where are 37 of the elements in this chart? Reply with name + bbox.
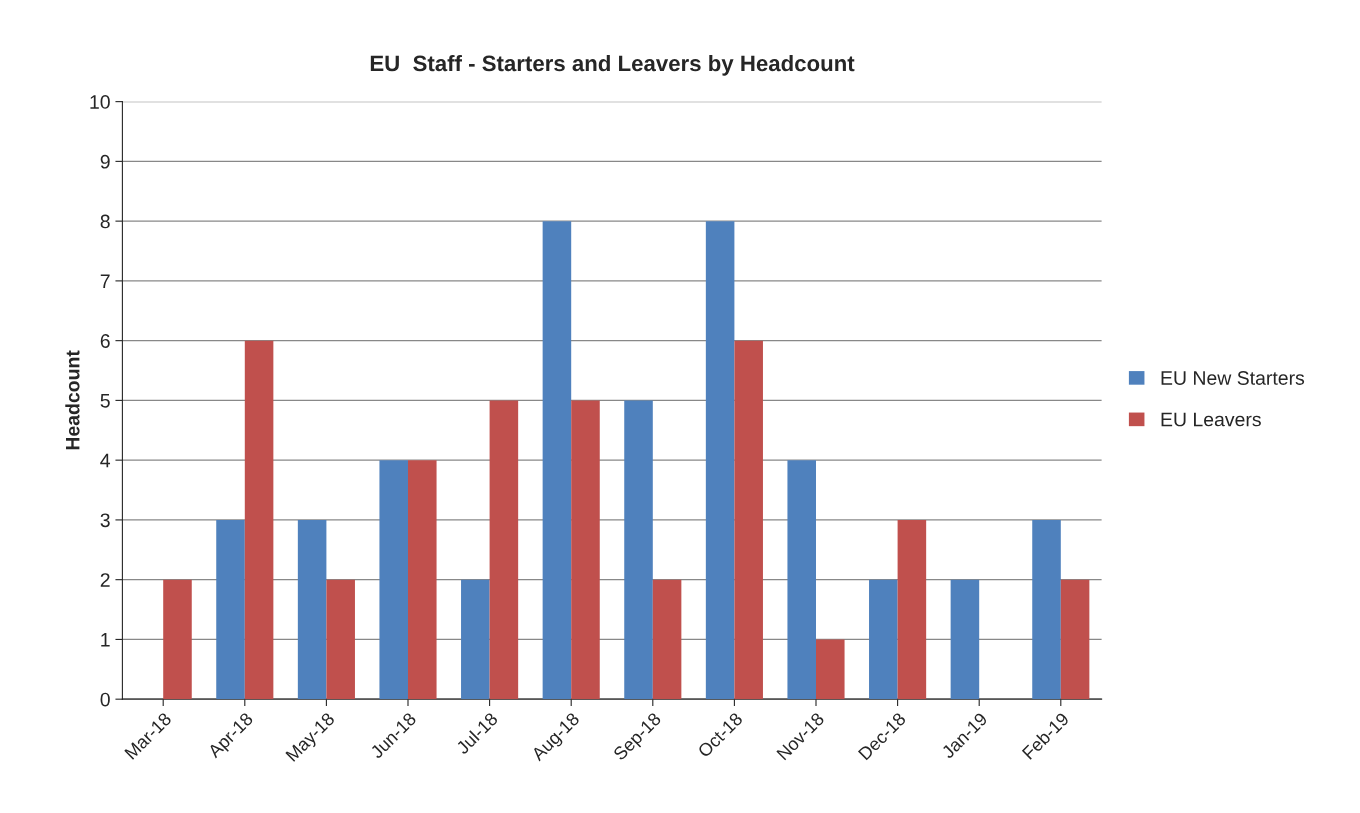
bar bbox=[950, 579, 980, 700]
bar bbox=[163, 579, 192, 700]
y-tick-label: 2 bbox=[100, 573, 110, 587]
bar bbox=[816, 639, 845, 700]
y-tick-label: 6 bbox=[100, 334, 110, 348]
y-axis-title: Headcount bbox=[65, 350, 80, 450]
y-tick-label: 0 bbox=[100, 692, 110, 707]
bar bbox=[542, 221, 572, 700]
bar bbox=[244, 340, 274, 700]
bar bbox=[1060, 579, 1090, 700]
bar bbox=[787, 460, 816, 700]
legend-label: EU New Starters bbox=[1161, 371, 1305, 385]
bar bbox=[216, 519, 245, 700]
y-tick-label: 9 bbox=[100, 154, 110, 169]
bar bbox=[1032, 519, 1061, 700]
bar bbox=[624, 400, 653, 700]
y-tick-label: 4 bbox=[100, 453, 111, 468]
y-tick-label: 1 bbox=[101, 633, 110, 647]
bar bbox=[571, 400, 600, 700]
bar bbox=[869, 579, 898, 700]
bar bbox=[461, 579, 490, 700]
y-tick-label: 7 bbox=[100, 274, 110, 288]
bar bbox=[734, 340, 763, 700]
bar bbox=[652, 579, 682, 700]
bar bbox=[897, 519, 927, 700]
bar bbox=[489, 400, 519, 700]
y-tick-label: 3 bbox=[100, 513, 110, 528]
legend-label: EU Leavers bbox=[1161, 412, 1261, 427]
y-tick-label: 10 bbox=[90, 95, 110, 109]
bar bbox=[705, 221, 735, 700]
y-tick-label: 8 bbox=[100, 214, 110, 229]
bar bbox=[297, 519, 327, 700]
bar bbox=[379, 460, 408, 700]
bar bbox=[408, 460, 437, 700]
chart-title: EU Staff - Starters and Leavers by Headcount bbox=[370, 54, 855, 76]
bar bbox=[326, 579, 355, 700]
y-tick-label: 5 bbox=[100, 394, 110, 408]
